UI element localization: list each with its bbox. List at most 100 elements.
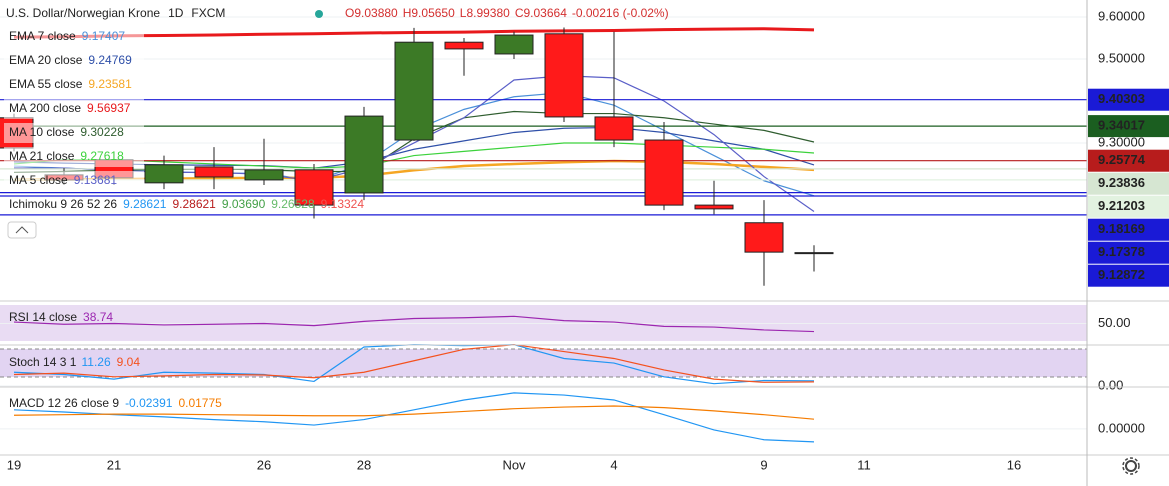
pane-title: Stoch 14 3 1	[9, 355, 77, 369]
candle-body	[694, 204, 734, 210]
legend-bg	[4, 147, 144, 167]
legend-value: 9.28621	[123, 197, 167, 211]
legend-value: 9.24769	[88, 53, 132, 67]
legend-value: 38.74	[83, 310, 113, 324]
pane-legend: Stoch 14 3 1 11.26 9.04	[9, 355, 140, 369]
legend-bg	[4, 123, 144, 143]
price-badge	[1088, 195, 1169, 218]
price-badge-label: 9.34017	[1098, 118, 1145, 133]
price-badge-label: 9.40303	[1098, 91, 1145, 106]
legend-value: 9.26528	[271, 197, 315, 211]
ohlc-value: C9.03664	[515, 6, 567, 20]
x-tick-label: 21	[107, 457, 121, 472]
pane-legend: MACD 12 26 close 9 -0.02391 0.01775	[9, 396, 222, 410]
candle-body	[144, 164, 184, 184]
x-tick-label: 4	[610, 457, 617, 472]
candle-body	[244, 169, 284, 181]
legend-entry: EMA 20 close 9.24769	[9, 53, 132, 67]
indicator-line	[13, 405, 815, 420]
ohlc-value: L8.99380	[460, 6, 510, 20]
legend-value: 9.30228	[80, 125, 124, 139]
legend-name: MA 10 close	[9, 125, 75, 139]
price-badge	[1088, 88, 1169, 111]
price-badge	[1088, 149, 1169, 172]
price-badge-label: 9.23836	[1098, 175, 1145, 190]
price-badge-label: 9.25774	[1098, 152, 1146, 167]
indicator-line	[13, 344, 815, 383]
price-badge-label: 9.12872	[1098, 267, 1145, 282]
legend-value: 9.28621	[172, 197, 216, 211]
legend-bg	[4, 171, 144, 191]
legend-entry: EMA 55 close 9.23581	[9, 77, 132, 91]
status-dot	[315, 10, 323, 18]
pane-title: MACD 12 26 close 9	[9, 396, 119, 410]
price-badge-label: 9.18169	[1098, 221, 1145, 236]
plot-layer: 9.60000 9.50000 9.30000 9.40303 9.34017 9.257…	[0, 8, 1169, 472]
header-item: U.S. Dollar/Norwegian Krone	[6, 6, 160, 20]
candle-body	[494, 34, 534, 55]
candle-body	[194, 166, 234, 178]
legend-value: 0.01775	[178, 396, 222, 410]
price-badge	[1088, 218, 1169, 241]
legend-value: 9.17407	[82, 29, 126, 43]
indicator-line	[13, 315, 815, 333]
y-tick-label: 0.00	[1098, 377, 1123, 392]
candle-body	[344, 115, 384, 194]
legend-bg	[4, 27, 144, 47]
legend-name: EMA 20 close	[9, 53, 83, 67]
y-tick-label: 9.60000	[1098, 8, 1145, 23]
candle-body	[594, 116, 634, 141]
legend-entry: MA 5 close 9.13681	[9, 173, 117, 187]
candle-body	[294, 169, 334, 206]
legend-name: MA 21 close	[9, 149, 75, 163]
ohlc-value: H9.05650	[403, 6, 455, 20]
candle-body	[544, 33, 584, 118]
x-tick-label: 19	[7, 457, 21, 472]
legend-value: 9.27618	[80, 149, 124, 163]
legend-name: EMA 7 close	[9, 29, 76, 43]
price-badge	[1088, 241, 1169, 264]
price-badge-label: 9.21203	[1098, 198, 1145, 213]
pane-legend: RSI 14 close 38.74	[9, 310, 113, 324]
header-item: 1D	[168, 6, 184, 20]
candle-body	[744, 222, 784, 253]
legend-bg	[4, 51, 144, 71]
candle-body	[794, 252, 834, 255]
legend-value: 9.56937	[87, 101, 131, 115]
legend-name: MA 5 close	[9, 173, 68, 187]
indicator-line	[13, 392, 815, 443]
x-tick-label: 11	[857, 457, 871, 472]
legend-value: 11.26	[82, 355, 111, 369]
price-badge	[1088, 115, 1169, 138]
pane-title: RSI 14 close	[9, 310, 77, 324]
candle-body	[444, 41, 484, 50]
legend-value: 9.03690	[222, 197, 266, 211]
header-item: FXCM	[191, 6, 225, 20]
legend-value: 9.04	[117, 355, 141, 369]
legend-value: 9.13681	[74, 173, 118, 187]
legend-name: MA 200 close	[9, 101, 81, 115]
price-badge	[1088, 172, 1169, 195]
candle-body	[394, 41, 434, 141]
legend-bg	[4, 99, 144, 119]
y-tick-label: 9.50000	[1098, 50, 1145, 65]
chart-header: U.S. Dollar/Norwegian Krone 1D FXCM	[6, 6, 225, 20]
legend-name: Ichimoku 9 26 52 26	[9, 197, 117, 211]
legend-bg	[4, 75, 144, 95]
legend-entry: MA 10 close 9.30228	[9, 125, 124, 139]
legend-entry: Ichimoku 9 26 52 26 9.28621 9.28621 9.03690…	[9, 197, 364, 211]
legend-entry: MA 21 close 9.27618	[9, 149, 124, 163]
legend-value: 9.13324	[321, 197, 365, 211]
price-badge	[1088, 264, 1169, 287]
legend-entry: EMA 7 close 9.17407	[9, 29, 125, 43]
x-tick-label: 28	[357, 457, 371, 472]
legend-value: 9.23581	[88, 77, 132, 91]
collapse-button[interactable]	[7, 221, 37, 239]
legend-entry: MA 200 close 9.56937	[9, 101, 131, 115]
x-tick-label: 16	[1007, 457, 1021, 472]
y-tick-label: 9.30000	[1098, 134, 1145, 149]
settings-icon[interactable]	[1122, 457, 1140, 475]
ohlc-header: O9.03880 H9.05650 L8.99380 C9.03664 -0.00216…	[345, 6, 669, 20]
